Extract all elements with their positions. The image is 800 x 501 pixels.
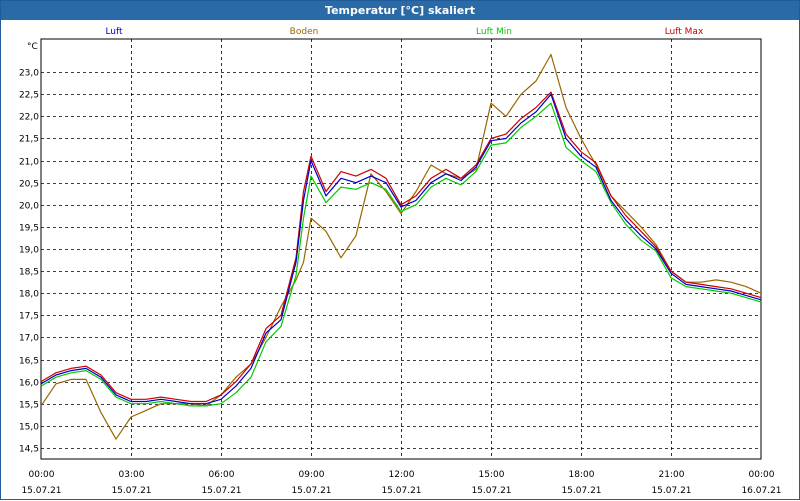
y-tick-label: 21,0 bbox=[19, 158, 39, 168]
x-tick-time: 18:00 bbox=[569, 470, 595, 480]
x-tick-date: 15.07.21 bbox=[381, 486, 421, 496]
x-tick-date: 15.07.21 bbox=[651, 486, 691, 496]
x-tick-date: 16.07.21 bbox=[741, 486, 781, 496]
y-tick-label: 14,5 bbox=[19, 445, 39, 455]
y-axis-unit: °C bbox=[27, 42, 38, 52]
y-tick-label: 22,5 bbox=[19, 91, 39, 101]
y-tick-label: 18,0 bbox=[19, 290, 39, 300]
x-tick-time: 00:00 bbox=[749, 470, 775, 480]
x-tick-time: 03:00 bbox=[119, 470, 145, 480]
series-line-boden bbox=[40, 53, 762, 440]
x-tick-date: 15.07.21 bbox=[561, 486, 601, 496]
y-tick-label: 23,0 bbox=[19, 69, 39, 79]
y-tick-label: 21,5 bbox=[19, 135, 39, 145]
x-tick-time: 21:00 bbox=[659, 470, 685, 480]
legend-entry: Luft Min bbox=[476, 27, 512, 37]
y-tick-label: 18,5 bbox=[19, 268, 39, 278]
window-title: Temperatur [°C] skaliert bbox=[1, 1, 799, 20]
y-tick-label: 19,5 bbox=[19, 224, 39, 234]
y-tick-label: 17,0 bbox=[19, 334, 39, 344]
x-tick-date: 15.07.21 bbox=[21, 486, 61, 496]
legend-entry: Luft Max bbox=[665, 27, 704, 37]
y-tick-label: 15,5 bbox=[19, 401, 39, 411]
legend-entry: Boden bbox=[290, 27, 319, 37]
x-tick-date: 15.07.21 bbox=[201, 486, 241, 496]
y-tick-label: 19,0 bbox=[19, 246, 39, 256]
y-tick-label: 20,0 bbox=[19, 202, 39, 212]
series-line-luft-min bbox=[40, 102, 762, 407]
y-tick-label: 22,0 bbox=[19, 113, 39, 123]
y-tick-label: 20,5 bbox=[19, 180, 39, 190]
x-tick-date: 15.07.21 bbox=[471, 486, 511, 496]
x-tick-time: 09:00 bbox=[299, 470, 325, 480]
x-tick-time: 15:00 bbox=[479, 470, 505, 480]
x-tick-time: 12:00 bbox=[389, 470, 415, 480]
y-tick-label: 15,0 bbox=[19, 423, 39, 433]
legend-entry: Luft bbox=[105, 27, 123, 37]
y-tick-label: 16,0 bbox=[19, 379, 39, 389]
x-tick-time: 00:00 bbox=[29, 470, 55, 480]
y-tick-label: 16,5 bbox=[19, 357, 39, 367]
x-tick-time: 06:00 bbox=[209, 470, 235, 480]
y-tick-label: 17,5 bbox=[19, 312, 39, 322]
plot-frame bbox=[40, 38, 762, 460]
series-line-luft-max bbox=[40, 91, 762, 403]
series-line-luft bbox=[40, 93, 762, 405]
x-tick-date: 15.07.21 bbox=[111, 486, 151, 496]
x-tick-date: 15.07.21 bbox=[291, 486, 331, 496]
